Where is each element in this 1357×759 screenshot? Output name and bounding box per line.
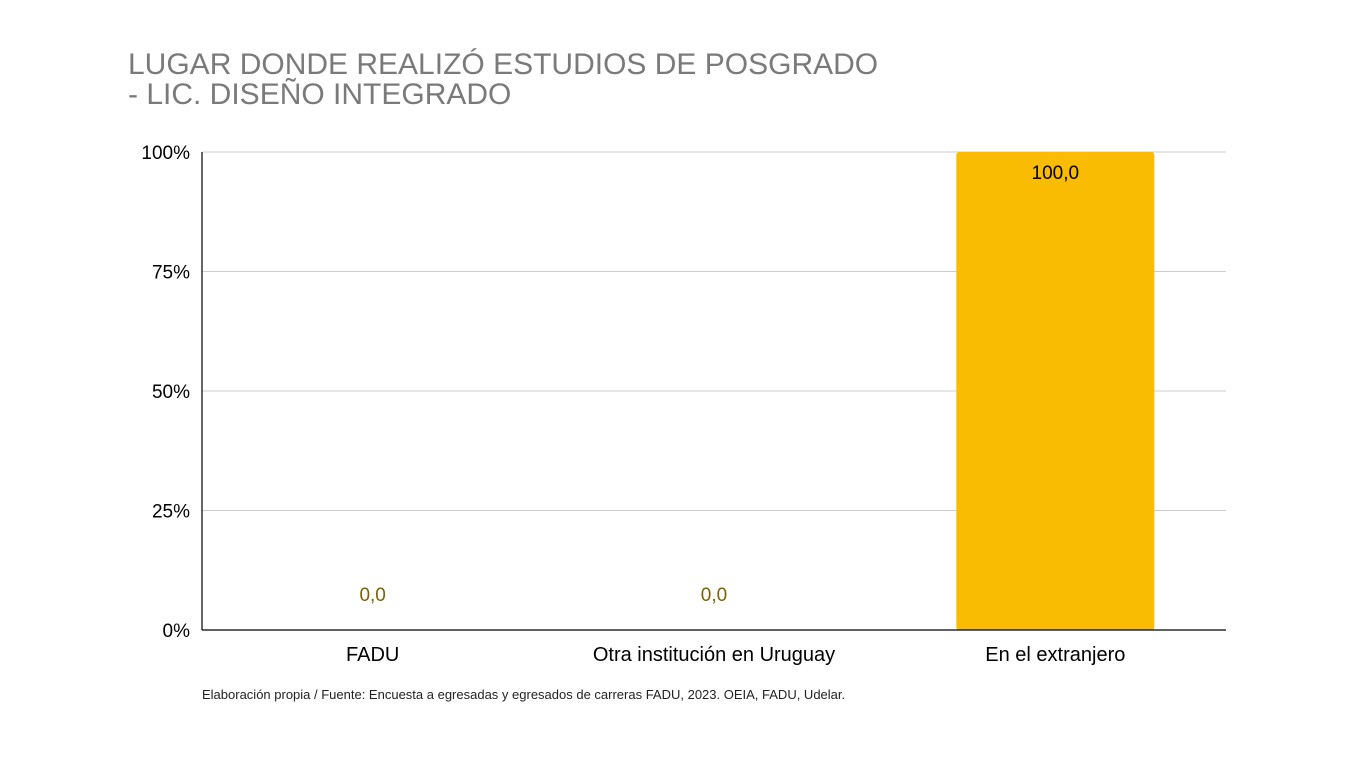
data-label: 0,0	[359, 585, 385, 606]
data-label: 100,0	[1032, 163, 1080, 184]
chart-title-line-1: LUGAR DONDE REALIZÓ ESTUDIOS DE POSGRADO	[128, 48, 879, 81]
x-tick-label: Otra institución en Uruguay	[593, 644, 835, 666]
chart-title: LUGAR DONDE REALIZÓ ESTUDIOS DE POSGRADO…	[128, 50, 878, 110]
x-tick-label: En el extranjero	[985, 644, 1125, 666]
y-tick-label: 100%	[141, 143, 190, 164]
bar-chart: 0% 25% 50% 75% 100% 0,0 FADU 0,0 Otra institució…	[141, 143, 1226, 666]
y-tick-label: 25%	[152, 502, 190, 523]
source-note: Elaboración propia / Fuente: Encuesta a …	[202, 687, 846, 702]
bar	[956, 152, 1155, 630]
y-tick-label: 75%	[152, 263, 190, 284]
x-tick-label: FADU	[346, 644, 399, 666]
data-label: 0,0	[701, 585, 727, 606]
y-tick-label: 50%	[152, 382, 190, 403]
chart-title-line-2: - LIC. DISEÑO INTEGRADO	[128, 78, 512, 111]
y-tick-label: 0%	[163, 621, 191, 642]
